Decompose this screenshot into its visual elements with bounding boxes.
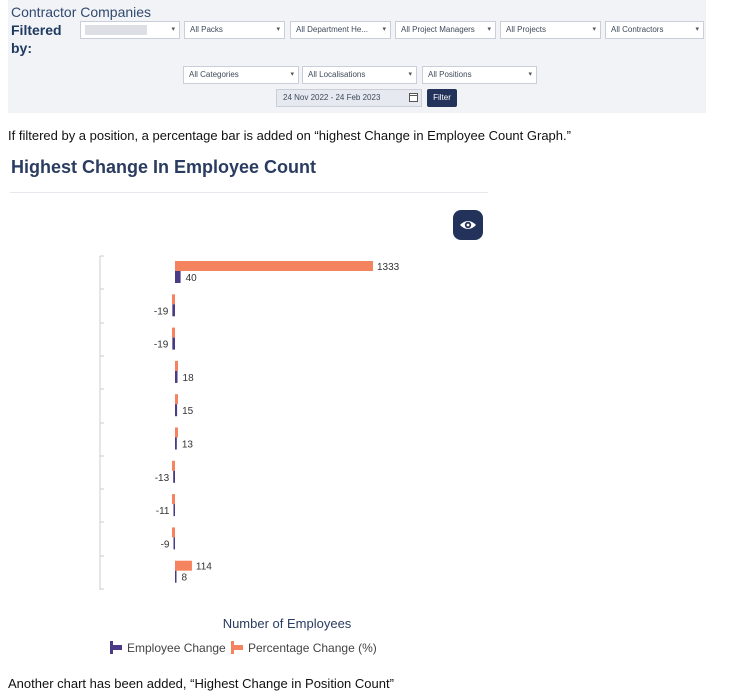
view-toggle-button[interactable] xyxy=(453,210,483,240)
positions-dropdown-label: All Positions xyxy=(428,70,472,79)
data-label-employee: -13 xyxy=(155,473,170,484)
calendar-icon[interactable] xyxy=(409,93,418,102)
bar-employee-change[interactable] xyxy=(175,570,177,583)
legend-swatch-percentage xyxy=(231,641,243,654)
bar-employee-change[interactable] xyxy=(175,271,181,283)
data-label-percentage: 1333 xyxy=(377,262,400,273)
bar-percentage-change[interactable] xyxy=(172,327,175,338)
bar-employee-change[interactable] xyxy=(172,337,175,350)
bar-employee-change[interactable] xyxy=(175,370,178,383)
chart-divider xyxy=(10,192,488,193)
positions-dropdown[interactable]: All Positions ▾ xyxy=(422,66,537,84)
data-label-employee: 8 xyxy=(182,573,188,584)
data-label-employee: 18 xyxy=(183,373,195,384)
projects-dropdown-label: All Projects xyxy=(506,25,547,34)
filter-panel: Contractor Companies Filtered by: ▾ All … xyxy=(8,0,706,113)
categories-dropdown-label: All Categories xyxy=(189,70,239,79)
x-axis-label: Number of Employees xyxy=(222,616,352,631)
bar-employee-change[interactable] xyxy=(175,437,177,450)
bar-percentage-change[interactable] xyxy=(172,294,175,305)
data-label-employee: 13 xyxy=(182,440,194,451)
chevron-down-icon: ▾ xyxy=(171,26,175,33)
projects-dropdown[interactable]: All Projects ▾ xyxy=(500,21,601,39)
data-label-employee: 40 xyxy=(186,273,198,284)
data-label-employee: 15 xyxy=(182,406,194,417)
chevron-down-icon: ▾ xyxy=(276,26,280,33)
legend-label-employee: Employee Change xyxy=(127,641,226,655)
department-heads-dropdown-label: All Department He... xyxy=(296,25,369,34)
note-top: If filtered by a position, a percentage … xyxy=(8,128,571,143)
bar-percentage-change[interactable] xyxy=(175,427,178,438)
date-range-input[interactable]: 24 Nov 2022 - 24 Feb 2023 xyxy=(276,89,422,107)
bar-percentage-change[interactable] xyxy=(172,460,175,471)
bar-percentage-change[interactable] xyxy=(175,261,373,271)
chevron-down-icon: ▾ xyxy=(528,71,532,78)
chart-title: Highest Change In Employee Count xyxy=(11,157,317,177)
chevron-down-icon: ▾ xyxy=(695,26,699,33)
packs-dropdown-label: All Packs xyxy=(190,25,223,34)
panel-title: Contractor Companies xyxy=(11,4,152,20)
localisations-dropdown-label: All Localisations xyxy=(308,70,366,79)
bar-employee-change[interactable] xyxy=(175,404,178,417)
project-managers-dropdown-label: All Project Managers xyxy=(401,25,475,34)
redacted-value xyxy=(85,25,147,35)
chevron-down-icon: ▾ xyxy=(290,71,294,78)
bar-employee-change[interactable] xyxy=(173,537,176,550)
categories-dropdown[interactable]: All Categories ▾ xyxy=(183,66,299,84)
bar-percentage-change[interactable] xyxy=(172,494,175,505)
chevron-down-icon: ▾ xyxy=(487,26,491,33)
packs-dropdown[interactable]: All Packs ▾ xyxy=(184,21,285,39)
data-label-employee: -19 xyxy=(154,340,169,351)
filter-button[interactable]: Filter xyxy=(427,89,457,107)
bar-employee-change[interactable] xyxy=(173,504,175,517)
data-label-percentage: 114 xyxy=(196,562,212,573)
legend-swatch-employee xyxy=(110,641,122,654)
bar-percentage-change[interactable] xyxy=(175,360,178,371)
company-dropdown[interactable]: ▾ xyxy=(80,21,180,39)
localisations-dropdown[interactable]: All Localisations ▾ xyxy=(302,66,417,84)
contractors-dropdown-label: All Contractors xyxy=(611,25,664,34)
data-label-employee: -19 xyxy=(154,306,169,317)
date-range-value: 24 Nov 2022 - 24 Feb 2023 xyxy=(283,93,381,102)
data-label-employee: -9 xyxy=(161,539,170,550)
chevron-down-icon: ▾ xyxy=(592,26,596,33)
eye-icon xyxy=(460,221,476,229)
note-bottom: Another chart has been added, “Highest C… xyxy=(8,676,394,691)
project-managers-dropdown[interactable]: All Project Managers ▾ xyxy=(395,21,496,39)
bar-employee-change[interactable] xyxy=(172,304,175,317)
bar-percentage-change[interactable] xyxy=(175,560,192,571)
bar-percentage-change[interactable] xyxy=(175,394,178,405)
bar-employee-change[interactable] xyxy=(173,470,175,483)
legend-label-percentage: Percentage Change (%) xyxy=(248,641,377,655)
contractors-dropdown[interactable]: All Contractors ▾ xyxy=(605,21,704,39)
bar-percentage-change[interactable] xyxy=(172,527,175,538)
department-heads-dropdown[interactable]: All Department He... ▾ xyxy=(290,21,391,39)
chevron-down-icon: ▾ xyxy=(408,71,412,78)
data-label-employee: -11 xyxy=(156,506,170,517)
filtered-by-label: Filtered by: xyxy=(11,22,62,56)
chevron-down-icon: ▾ xyxy=(382,26,386,33)
